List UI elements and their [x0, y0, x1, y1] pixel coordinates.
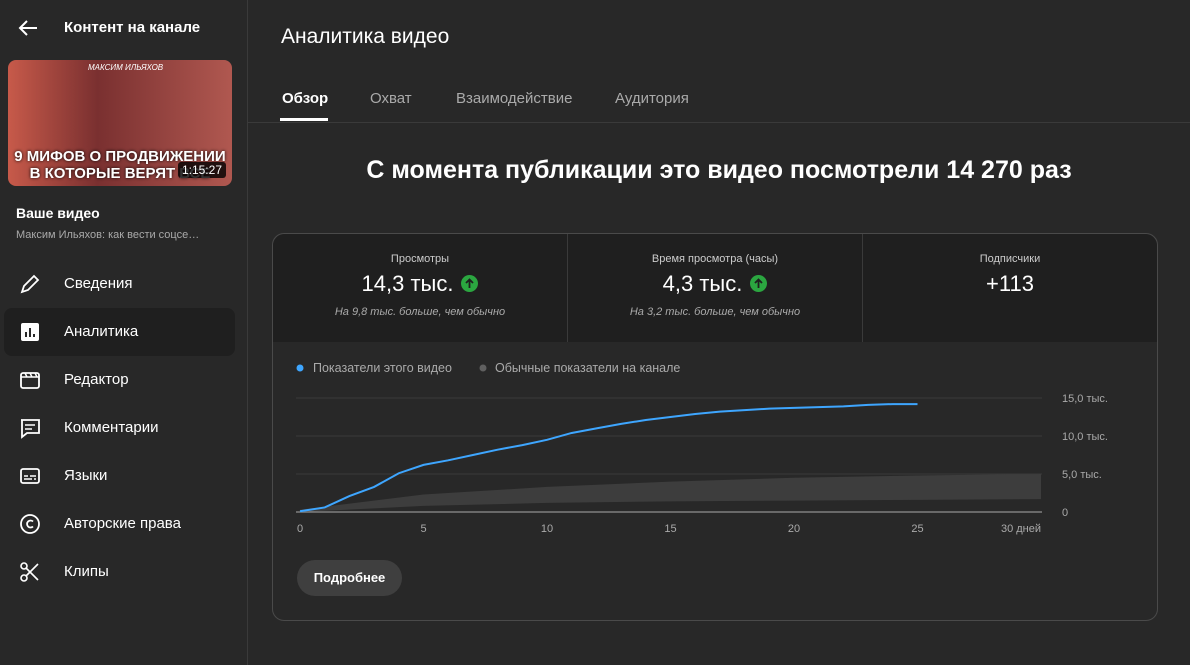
series-line: [299, 403, 918, 513]
up-icon: [461, 275, 479, 292]
nav-icon: [21, 419, 40, 439]
nav-item[interactable]: Комментарии: [4, 404, 235, 452]
nav-icon: [20, 562, 39, 582]
tab[interactable]: Аудитория: [615, 90, 689, 107]
nav-icon: [21, 323, 39, 341]
y-tick-label: 0: [1062, 507, 1068, 519]
nav-label: Редактор: [64, 371, 129, 388]
page-title: Аналитика видео: [281, 25, 450, 48]
metric[interactable]: Время просмотра (часы) 4,3 тыс. На 3,2 тыс…: [568, 234, 863, 342]
y-tick-label: 15,0 тыс.: [1062, 393, 1108, 405]
metric-value: 14,3 тыс.: [273, 271, 567, 297]
divider: [248, 122, 1190, 123]
sidebar: Контент на канале МАКСИМ ИЛЬЯХОВ 9 МИФОВ…: [0, 0, 248, 665]
nav-item[interactable]: Авторские права: [4, 500, 235, 548]
thumbnail[interactable]: МАКСИМ ИЛЬЯХОВ 9 МИФОВ О ПРОДВИЖЕНИИ В КО…: [8, 60, 232, 186]
metric[interactable]: Просмотры 14,3 тыс. На 9,8 тыс. больше, че…: [273, 234, 568, 342]
nav-label: Аналитика: [64, 323, 139, 340]
nav-icon: [20, 468, 40, 484]
x-tick-label: 30 дней: [1001, 523, 1041, 535]
tab[interactable]: Обзор: [282, 90, 329, 107]
legend-label: Обычные показатели на канале: [495, 361, 680, 375]
metric[interactable]: Подписчики +113: [863, 234, 1157, 342]
chart: 0 5,0 тыс. 10,0 тыс. 15,0 тыс. 0 5 10 15 20 25 30 …: [296, 361, 1108, 535]
y-tick-label: 10,0 тыс.: [1062, 431, 1108, 443]
metric-number: 14,3 тыс.: [361, 271, 454, 296]
metric-label: Время просмотра (часы): [651, 253, 779, 265]
nav-label: Авторские права: [64, 515, 181, 532]
x-tick-label: 5: [420, 523, 426, 535]
legend-dot: [479, 364, 487, 372]
metric-note: На 3,2 тыс. больше, чем обычно: [629, 306, 801, 318]
y-tick-label: 5,0 тыс.: [1062, 469, 1102, 481]
metric-value: 4,3 тыс.: [568, 271, 862, 297]
nav-item[interactable]: Сведения: [4, 260, 235, 308]
metric-value: +113: [863, 271, 1157, 297]
up-icon: [750, 275, 768, 292]
tab[interactable]: Охват: [370, 90, 412, 107]
x-tick-label: 15: [664, 523, 676, 535]
nav-label: Сведения: [64, 275, 133, 292]
more-button[interactable]: Подробнее: [297, 560, 402, 596]
thumb-line: В КОТОРЫЕ ВЕРЯТ ВСЕ: [29, 165, 211, 182]
metric-number: 4,3 тыс.: [662, 271, 743, 296]
x-tick-label: 25: [911, 523, 923, 535]
legend-dot: [296, 364, 304, 372]
thumb-author: МАКСИМ ИЛЬЯХОВ: [88, 63, 164, 72]
nav-label: Клипы: [64, 563, 109, 580]
metric-number: +113: [986, 271, 1034, 296]
x-tick-label: 20: [788, 523, 800, 535]
nav-icon: [20, 514, 40, 534]
nav-label: Комментарии: [64, 419, 159, 436]
nav-item[interactable]: Редактор: [4, 356, 235, 404]
metric-label: Просмотры: [390, 253, 450, 265]
x-tick-label: 0: [297, 523, 303, 535]
x-tick-label: 10: [541, 523, 553, 535]
thumb-caption: 9 МИФОВ О ПРОДВИЖЕНИИ В КОТОРЫЕ ВЕРЯТ ВСЕ: [8, 148, 232, 182]
nav-icon: [20, 274, 40, 294]
tab[interactable]: Взаимодействие: [456, 90, 573, 107]
headline: С момента публикации это видео посмотрел…: [366, 156, 1072, 184]
thumb-line: 9 МИФОВ О ПРОДВИЖЕНИИ: [14, 148, 226, 165]
nav-label: Языки: [64, 467, 108, 484]
metric-note: На 9,8 тыс. больше, чем обычно: [334, 306, 506, 318]
card: [272, 233, 1158, 621]
sidebar-title: Контент на канале: [64, 19, 201, 36]
nav-item[interactable]: Аналитика: [4, 308, 235, 356]
nav-item[interactable]: Языки: [4, 452, 235, 500]
video-label: Ваше видео: [16, 205, 100, 221]
legend-label: Показатели этого видео: [313, 361, 452, 375]
duration: 1:15:27: [177, 162, 226, 178]
typical-band: [300, 474, 1041, 512]
video-title: Максим Ильяхов: как вести соцсе…: [16, 229, 200, 241]
tab-indicator: [280, 118, 328, 121]
metric-label: Подписчики: [979, 253, 1041, 265]
nav-icon: [20, 372, 40, 389]
back-icon[interactable]: [16, 16, 40, 40]
nav-item[interactable]: Клипы: [4, 548, 235, 596]
